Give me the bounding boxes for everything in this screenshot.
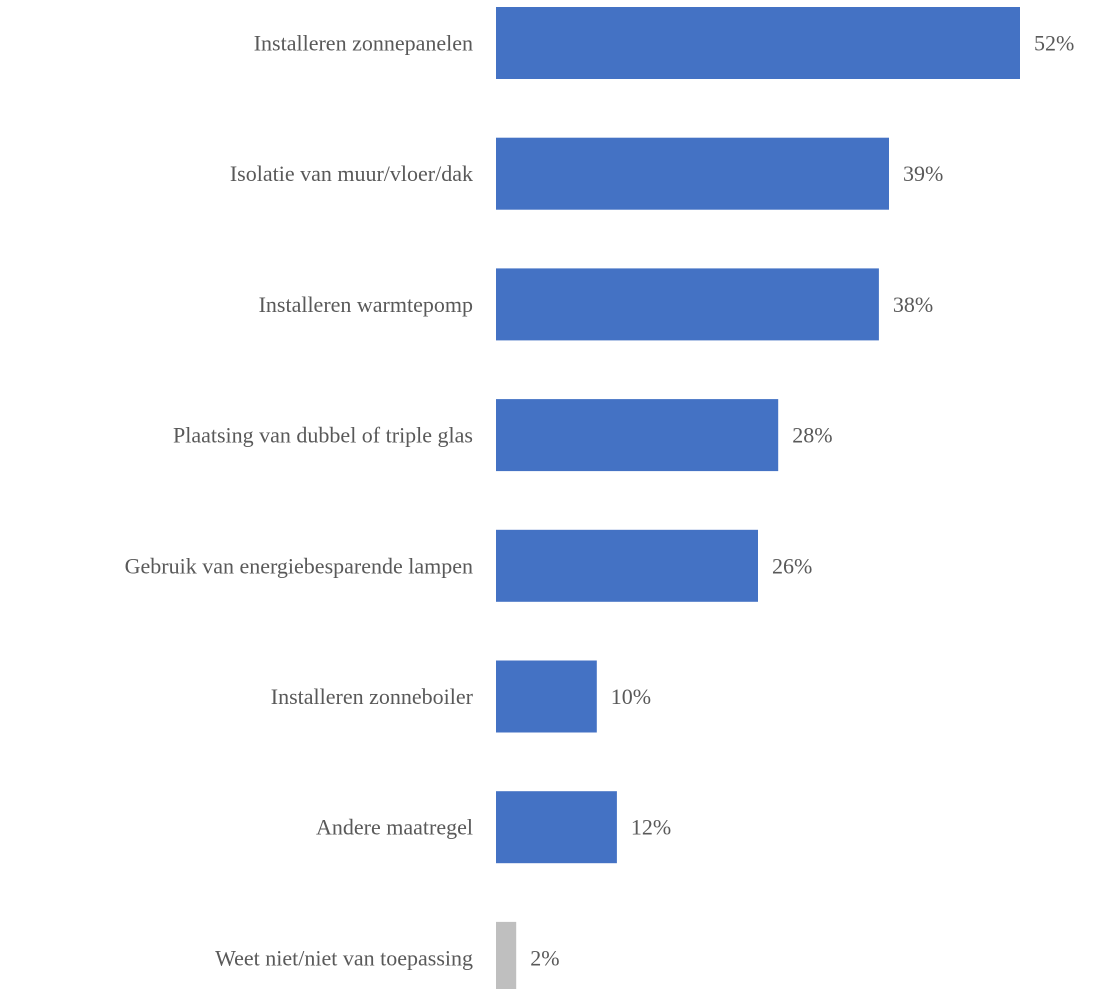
bar xyxy=(496,399,779,472)
category-label: Plaatsing van dubbel of triple glas xyxy=(173,423,473,448)
value-label: 26% xyxy=(772,553,812,578)
value-label: 52% xyxy=(1034,31,1074,56)
category-label: Isolatie van muur/vloer/dak xyxy=(230,161,473,186)
value-label: 10% xyxy=(611,684,651,709)
bar xyxy=(496,268,879,341)
category-label: Weet niet/niet van toepassing xyxy=(215,945,473,970)
category-label: Installeren zonnepanelen xyxy=(254,31,473,56)
value-label: 2% xyxy=(530,945,559,970)
bar xyxy=(496,660,597,733)
bar xyxy=(496,137,889,210)
bar xyxy=(496,529,758,602)
value-label: 12% xyxy=(631,815,671,840)
value-label: 38% xyxy=(893,292,933,317)
bar xyxy=(496,921,517,989)
bars-group xyxy=(496,7,1020,989)
value-label: 39% xyxy=(903,161,943,186)
category-labels-group: Installeren zonnepanelen Isolatie van muu… xyxy=(125,31,474,971)
category-label: Installeren warmtepomp xyxy=(259,292,473,317)
bar xyxy=(496,791,617,864)
bar xyxy=(496,7,1020,79)
category-label: Andere maatregel xyxy=(316,815,473,840)
category-label: Installeren zonneboiler xyxy=(271,684,474,709)
category-label: Gebruik van energiebesparende lampen xyxy=(125,553,473,578)
value-labels-group: 52% 39% 38% 28% 26% 10% 12% 2% xyxy=(530,31,1074,971)
value-label: 28% xyxy=(792,423,832,448)
